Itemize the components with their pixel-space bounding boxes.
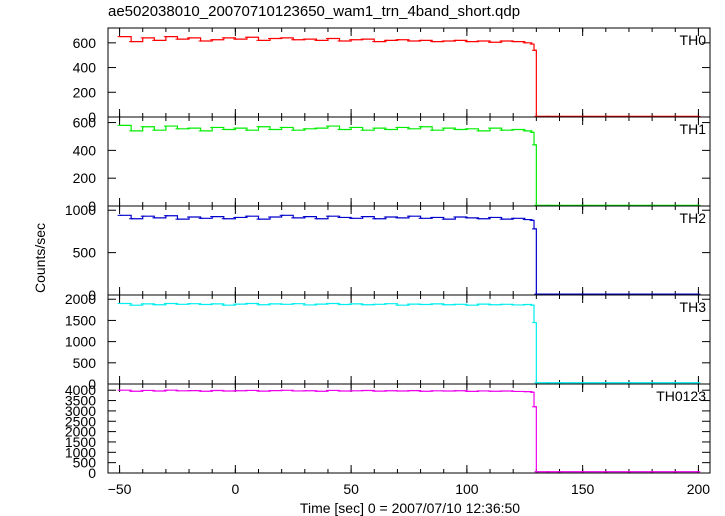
y-tick-label: 500 xyxy=(73,245,97,261)
series-label: TH2 xyxy=(680,210,707,226)
series-label: TH0123 xyxy=(656,388,706,404)
x-tick-label: −50 xyxy=(108,481,132,497)
y-tick-label: 0 xyxy=(88,376,96,392)
y-tick-label: 2500 xyxy=(65,413,96,429)
x-tick-label: 200 xyxy=(687,481,711,497)
series-label: TH0 xyxy=(680,32,707,48)
y-tick-label: 0 xyxy=(88,198,96,214)
y-tick-label: 1500 xyxy=(65,312,96,328)
y-tick-label: 0 xyxy=(88,109,96,125)
y-tick-label: 3000 xyxy=(65,403,96,419)
y-tick-label: 600 xyxy=(73,115,97,131)
panel-frame xyxy=(107,383,711,474)
x-tick-label: 50 xyxy=(343,481,359,497)
y-tick-label: 0 xyxy=(88,465,96,481)
y-tick-label: 400 xyxy=(73,60,97,76)
y-tick-label: 3500 xyxy=(65,393,96,409)
chart-title: ae502038010_20070710123650_wam1_trn_4ban… xyxy=(108,3,521,20)
series-line-th0123 xyxy=(119,389,699,473)
y-tick-label: 0 xyxy=(88,287,96,303)
panel-frame xyxy=(107,294,711,385)
y-tick-label: 2000 xyxy=(65,291,96,307)
y-tick-label: 1500 xyxy=(65,434,96,450)
y-tick-label: 200 xyxy=(73,84,97,100)
y-tick-label: 400 xyxy=(73,142,97,158)
series-label: TH3 xyxy=(680,299,707,315)
panel-frame xyxy=(107,116,711,207)
y-tick-label: 4000 xyxy=(65,382,96,398)
series-label: TH1 xyxy=(680,121,707,137)
panel-th1: 0 200 400 600 TH1 xyxy=(73,115,711,214)
x-axis-label: Time [sec] 0 = 2007/07/10 12:36:50 xyxy=(299,500,521,516)
x-tick-label: 150 xyxy=(571,481,595,497)
y-tick-label: 1000 xyxy=(65,202,96,218)
y-tick-label: 500 xyxy=(73,355,97,371)
panel-frame xyxy=(107,205,711,296)
x-tick-label: 100 xyxy=(455,481,479,497)
series-line-th2 xyxy=(119,214,699,295)
series-line-th1 xyxy=(119,124,699,206)
y-tick-label: 200 xyxy=(73,170,97,186)
y-tick-label: 600 xyxy=(73,35,97,51)
x-tick-label: 0 xyxy=(231,481,239,497)
panel-th0: 0 200 400 600 TH0 xyxy=(73,27,711,125)
y-tick-label: 500 xyxy=(73,455,97,471)
series-line-th0 xyxy=(119,36,699,117)
y-tick-label: 1000 xyxy=(65,334,96,350)
y-tick-label: 2000 xyxy=(65,424,96,440)
panel-th2: 0 500 1000 TH2 xyxy=(65,202,711,303)
y-tick-label: 1000 xyxy=(65,444,96,460)
series-line-th3 xyxy=(119,302,699,384)
panel-th3: 0 500 1000 1500 2000 TH3 xyxy=(65,291,711,392)
